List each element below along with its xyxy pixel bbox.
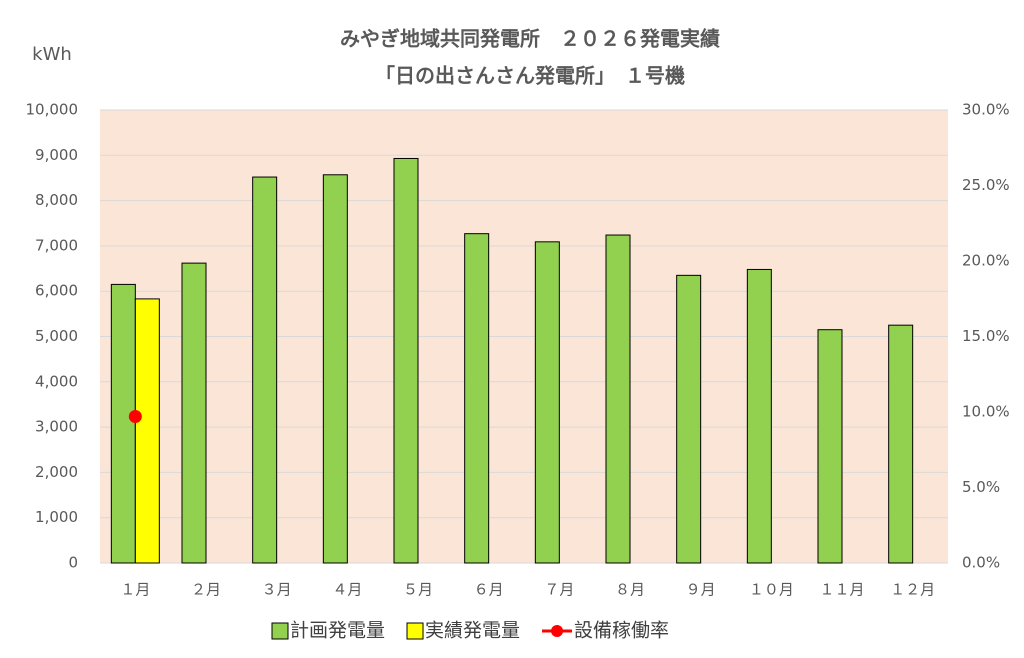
x-tick-label: １０月 (749, 581, 794, 599)
y2-tick-label: 10.0% (962, 403, 1010, 421)
x-tick-label: ３月 (262, 581, 292, 599)
legend-label: 実績発電量 (425, 620, 520, 642)
bar (252, 176, 278, 564)
y-tick-label: 3,000 (35, 418, 78, 436)
bar (393, 157, 419, 564)
x-tick-label: １月 (120, 581, 150, 599)
y-tick-label: 9,000 (35, 146, 78, 164)
y-tick-label: 4,000 (35, 372, 78, 390)
bar (110, 283, 136, 564)
bar (676, 274, 702, 564)
x-tick-label: ４月 (332, 581, 362, 599)
y2-tick-label: 0.0% (962, 554, 1000, 572)
bar (605, 234, 631, 564)
bar (534, 241, 560, 564)
x-tick-label: ２月 (191, 581, 221, 599)
x-tick-label: ８月 (615, 581, 645, 599)
y-tick-label: 5,000 (35, 327, 78, 345)
x-tick-label: ９月 (686, 581, 716, 599)
legend-swatch (551, 625, 564, 637)
legend-label: 計画発電量 (290, 620, 385, 642)
y2-tick-label: 5.0% (962, 478, 1000, 496)
x-tick-label: ７月 (544, 581, 574, 599)
x-tick-label: １１月 (819, 581, 864, 599)
chart-title: みやぎ地域共同発電所 ２０２６発電実績 (340, 27, 720, 51)
bar (464, 233, 490, 564)
y-axis-label: kWh (32, 44, 72, 65)
y-tick-label: 6,000 (35, 282, 78, 300)
bar (746, 268, 772, 564)
line-point (128, 410, 142, 424)
y2-tick-label: 15.0% (962, 327, 1010, 345)
y-tick-label: 0 (68, 554, 78, 572)
y2-tick-label: 20.0% (962, 252, 1010, 270)
x-tick-label: １２月 (890, 581, 935, 599)
y2-tick-label: 25.0% (962, 176, 1010, 194)
y-tick-label: 7,000 (35, 236, 78, 254)
y-tick-label: 8,000 (35, 191, 78, 209)
legend-swatch (271, 622, 289, 640)
y2-tick-label: 30.0% (962, 101, 1010, 119)
x-tick-label: ６月 (474, 581, 504, 599)
bar (322, 174, 348, 564)
y-tick-label: 1,000 (35, 508, 78, 526)
legend-swatch (406, 622, 424, 640)
legend-label: 設備稼働率 (574, 620, 669, 642)
bar (134, 298, 160, 564)
bar (888, 324, 914, 564)
y-tick-label: 2,000 (35, 463, 78, 481)
bar (181, 262, 207, 564)
y-tick-label: 10,000 (26, 101, 79, 119)
x-tick-label: ５月 (403, 581, 433, 599)
chart-subtitle: 「日の出さんさん発電所」 １号機 (375, 64, 685, 88)
bar (817, 329, 843, 564)
